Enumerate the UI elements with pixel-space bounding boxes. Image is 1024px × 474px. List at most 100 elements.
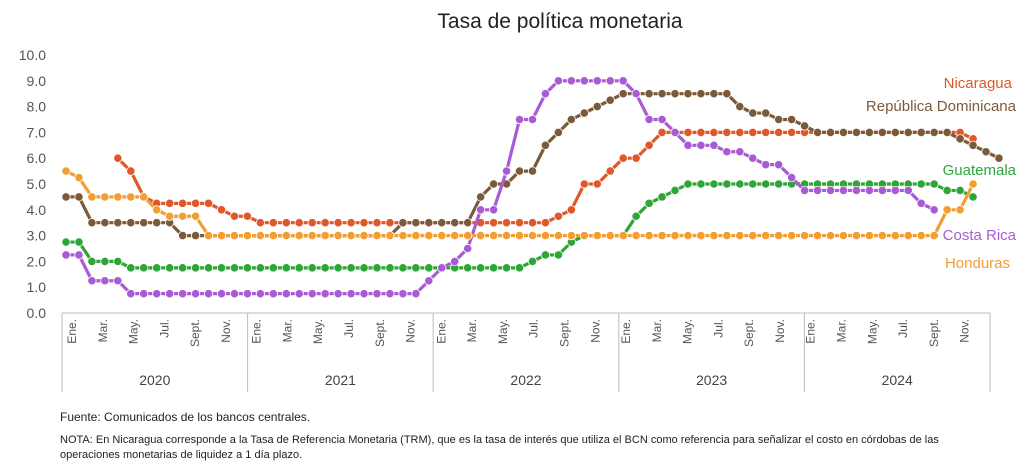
data-point: [683, 127, 693, 137]
data-point: [385, 263, 395, 273]
data-point: [851, 185, 862, 196]
data-point: [126, 263, 136, 273]
data-point: [670, 231, 680, 241]
data-point: [618, 231, 628, 241]
data-point: [774, 114, 784, 125]
data-point: [916, 179, 926, 189]
data-point: [774, 231, 784, 241]
data-point: [398, 231, 408, 241]
data-point: [87, 276, 97, 286]
data-point: [631, 211, 641, 221]
x-tick-label: Sept.: [927, 319, 941, 347]
data-point: [553, 231, 563, 241]
year-label: 2023: [696, 372, 727, 388]
data-point: [139, 218, 149, 228]
data-point: [566, 76, 576, 86]
y-tick-label: 2.0: [27, 253, 47, 269]
x-tick-label: Nov.: [404, 319, 418, 343]
data-point: [968, 140, 978, 150]
data-point: [216, 205, 227, 215]
data-point: [450, 218, 460, 228]
data-point: [178, 289, 188, 299]
data-point: [359, 263, 369, 273]
data-point: [553, 211, 563, 221]
data-point: [307, 289, 317, 299]
data-point: [825, 185, 836, 196]
data-point: [87, 256, 97, 266]
data-point: [333, 231, 343, 241]
data-point: [100, 218, 110, 228]
y-tick-label: 7.0: [27, 124, 47, 140]
data-point: [787, 114, 797, 125]
data-point: [527, 218, 538, 228]
data-point: [657, 89, 667, 99]
data-point: [942, 127, 952, 137]
data-point: [385, 231, 395, 241]
x-tick-label: Ene.: [65, 319, 79, 344]
data-point: [825, 231, 836, 241]
data-point: [346, 289, 356, 299]
data-point: [307, 218, 317, 228]
data-point: [424, 231, 434, 241]
data-point: [527, 256, 538, 266]
y-tick-label: 8.0: [27, 99, 47, 115]
data-point: [683, 231, 693, 241]
data-point: [242, 211, 253, 221]
data-point: [605, 76, 615, 86]
data-point: [74, 192, 84, 202]
data-point: [203, 263, 214, 273]
data-point: [527, 166, 538, 176]
data-point: [476, 192, 486, 202]
data-point: [229, 211, 240, 221]
data-point: [722, 127, 732, 137]
data-point: [709, 231, 719, 241]
data-point: [540, 250, 551, 260]
data-point: [722, 147, 732, 157]
data-point: [929, 205, 939, 215]
data-point: [268, 289, 278, 299]
data-point: [696, 89, 706, 99]
data-point: [540, 231, 551, 241]
data-point: [320, 263, 330, 273]
data-point: [812, 231, 823, 241]
data-point: [216, 231, 227, 241]
data-point: [385, 289, 395, 299]
data-point: [670, 127, 680, 137]
footer-notes: Fuente: Comunicados de los bancos centra…: [60, 410, 960, 471]
methodology-note: NOTA: En Nicaragua corresponde a la Tasa…: [60, 434, 939, 461]
data-point: [929, 127, 939, 137]
data-point: [722, 179, 732, 189]
data-point: [553, 127, 563, 137]
data-point: [190, 198, 201, 208]
data-point: [605, 166, 615, 176]
data-point: [398, 218, 408, 228]
data-point: [761, 231, 771, 241]
x-tick-label: Nov.: [588, 319, 602, 343]
series-label: Guatemala: [943, 162, 1017, 179]
data-point: [203, 289, 214, 299]
data-point: [592, 179, 602, 189]
data-point: [916, 127, 926, 137]
x-tick-label: Nov.: [219, 319, 233, 343]
data-point: [968, 179, 978, 189]
data-point: [437, 231, 447, 241]
data-point: [709, 179, 719, 189]
x-tick-label: Mar.: [650, 319, 664, 342]
data-point: [553, 76, 563, 86]
data-point: [346, 263, 356, 273]
data-point: [333, 289, 343, 299]
x-tick-label: Jul.: [711, 319, 725, 338]
data-point: [255, 289, 265, 299]
data-point: [126, 192, 136, 202]
series-label: Nicaragua: [944, 75, 1013, 92]
source-note: Fuente: Comunicados de los bancos centra…: [60, 410, 311, 424]
data-point: [268, 231, 278, 241]
x-tick-label: Nov.: [958, 319, 972, 343]
x-tick-label: May.: [681, 319, 695, 344]
data-point: [190, 289, 201, 299]
data-point: [838, 127, 849, 137]
data-point: [320, 289, 330, 299]
data-point: [566, 231, 576, 241]
data-point: [605, 95, 615, 105]
series-honduras: [61, 166, 978, 241]
